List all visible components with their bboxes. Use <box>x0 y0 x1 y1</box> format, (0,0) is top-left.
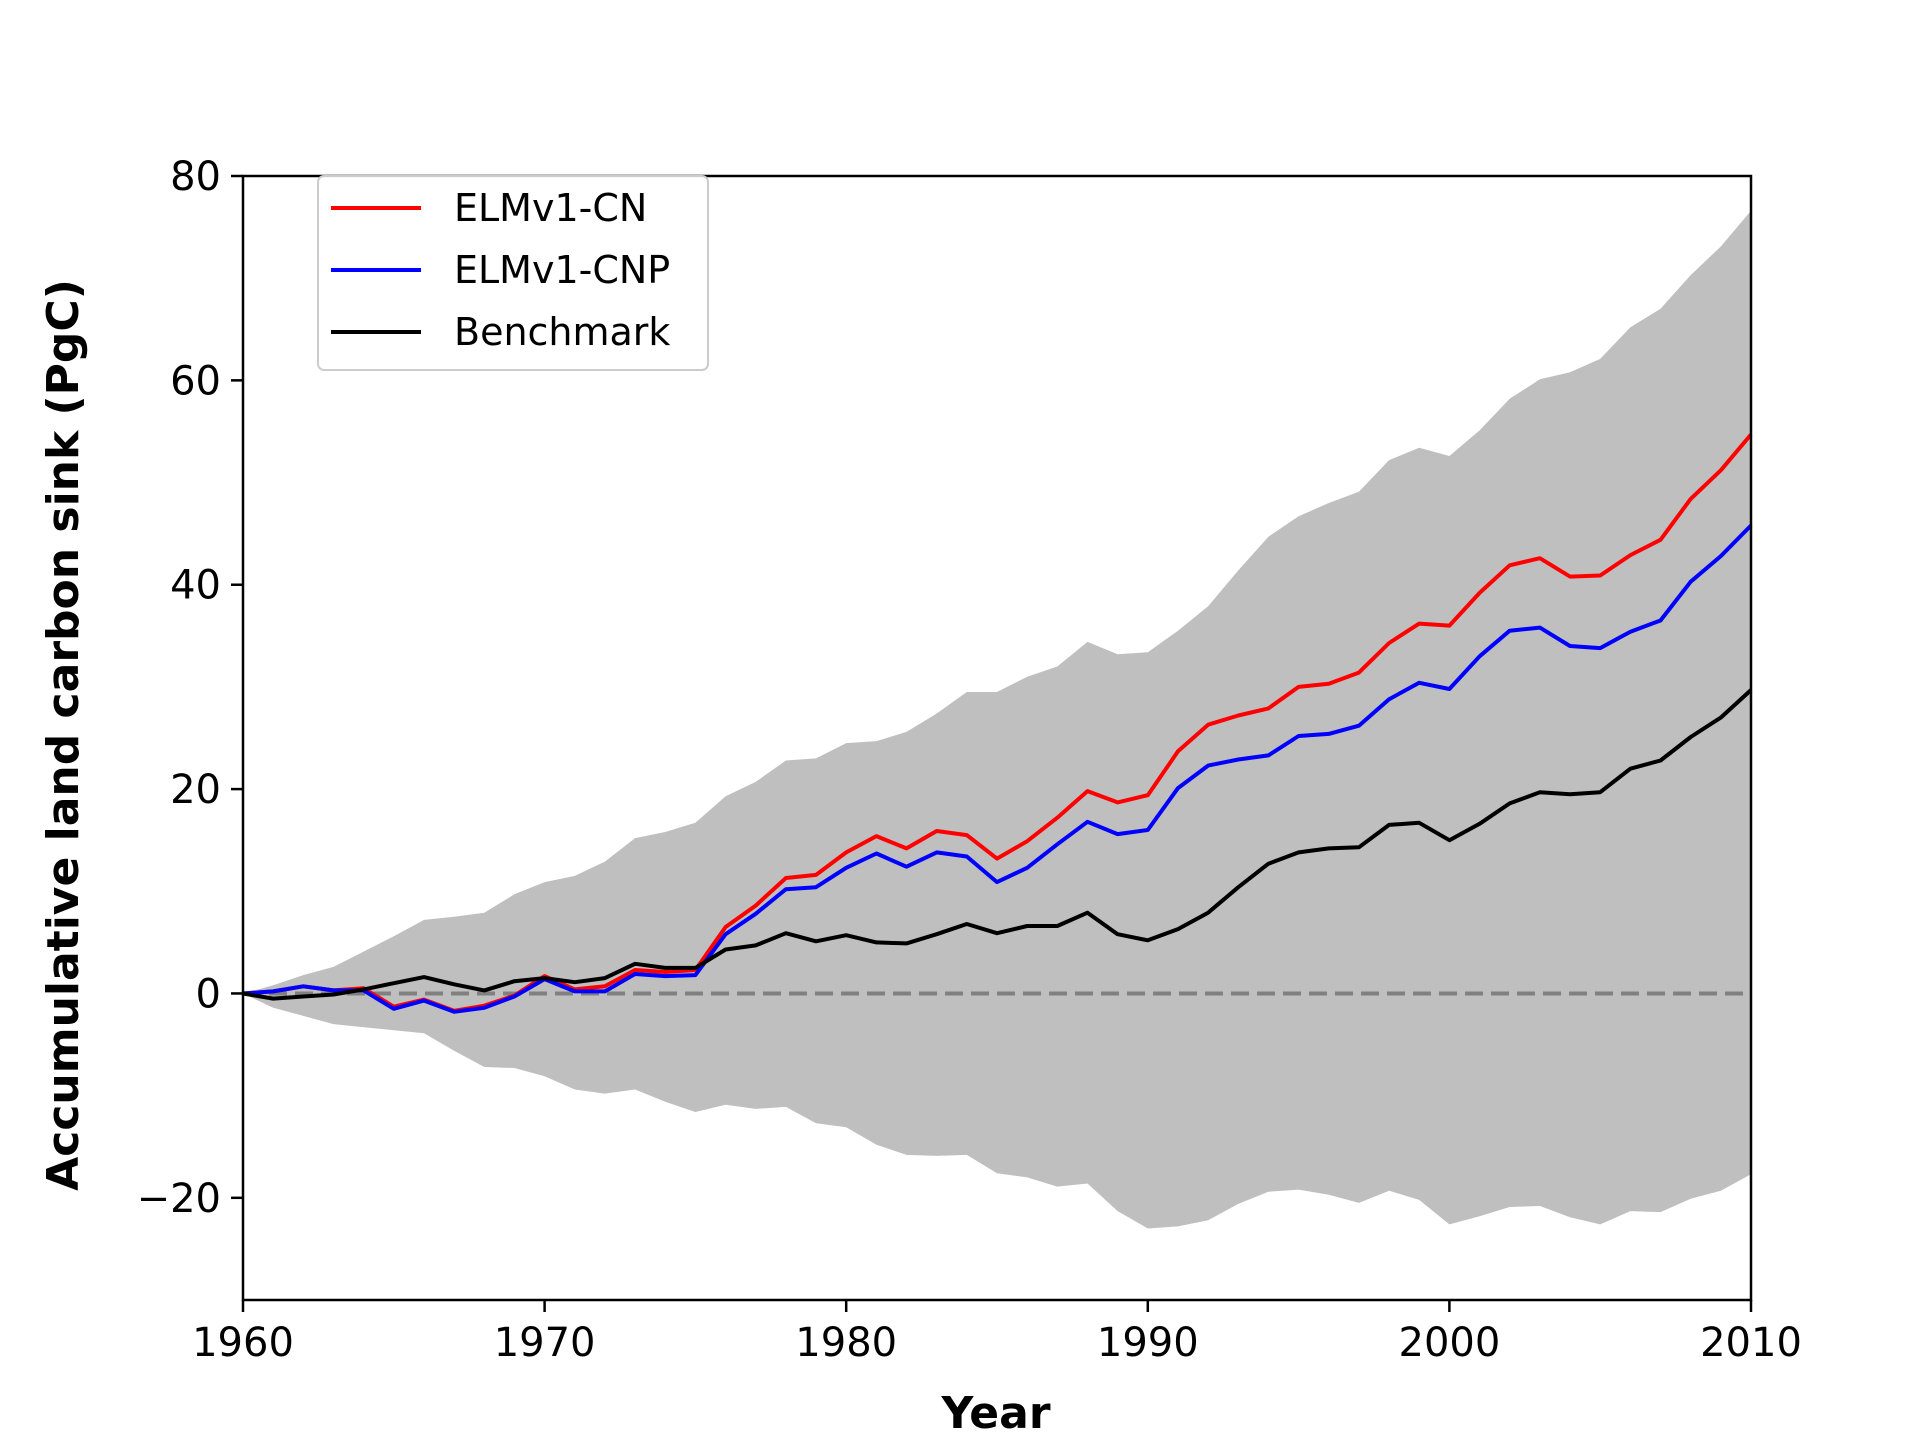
y-tick-label: −20 <box>137 1176 221 1222</box>
plot-frame <box>241 174 1753 1302</box>
x-axis-ticks: 1960 1970 1980 1990 2000 2010 <box>192 1300 1802 1366</box>
x-tick-label: 1970 <box>494 1320 596 1366</box>
y-axis-title: Accumulative land carbon sink (PgC) <box>38 279 89 1191</box>
x-tick-label: 1960 <box>192 1320 294 1366</box>
x-axis-title: Year <box>940 1388 1050 1439</box>
uncertainty-band-layer <box>243 210 1751 1229</box>
y-tick-label: 60 <box>170 358 221 404</box>
legend: ELMv1-CN ELMv1-CNP Benchmark <box>317 175 709 371</box>
y-tick-label: 40 <box>170 563 221 609</box>
y-tick-label: 20 <box>170 767 221 813</box>
y-tick-label: 0 <box>196 971 221 1017</box>
y-tick-label: 80 <box>170 154 221 200</box>
uncertainty-band <box>243 210 1751 1229</box>
x-tick-label: 2010 <box>1700 1320 1802 1366</box>
x-tick-label: 2000 <box>1399 1320 1501 1366</box>
legend-box <box>317 175 709 371</box>
series-layer <box>242 433 1753 1014</box>
y-axis-ticks: −20 0 20 40 60 80 <box>137 154 243 1222</box>
series-line-benchmark <box>242 688 1753 1001</box>
series-line-elmv1-cnp <box>242 524 1753 1014</box>
legend-label-elmv1-cnp: ELMv1-CNP <box>454 248 670 292</box>
x-tick-label: 1980 <box>795 1320 897 1366</box>
axes-layer <box>241 174 1753 1302</box>
legend-label-benchmark: Benchmark <box>454 310 670 354</box>
x-tick-label: 1990 <box>1097 1320 1199 1366</box>
legend-label-elmv1-cn: ELMv1-CN <box>454 186 647 230</box>
